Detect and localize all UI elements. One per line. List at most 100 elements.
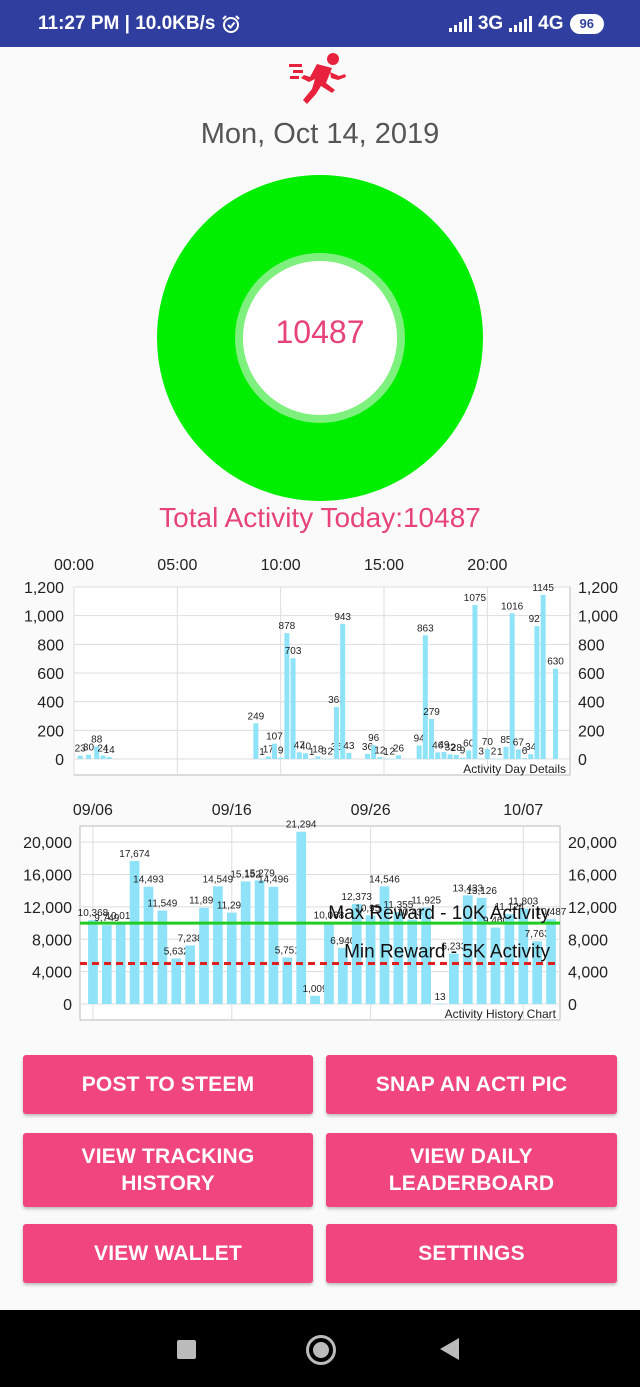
history-chart-bar-label: 6,940 [330, 936, 355, 947]
day-chart-bar [389, 758, 395, 760]
history-chart-bar [365, 915, 376, 1004]
history-chart-bar-label: 10,068 [314, 911, 345, 922]
history-chart-bar-label: 11,124 [494, 902, 524, 913]
history-chart-bar [490, 927, 501, 1004]
home-icon[interactable] [306, 1335, 336, 1365]
post-to-steem-button[interactable]: POST TO STEEM [23, 1055, 313, 1114]
day-chart-bar [422, 635, 428, 759]
day-chart-bar [497, 758, 503, 760]
post-to-steem-label: POST TO STEEM [81, 1073, 255, 1096]
day-chart-bar-label: 24 [97, 744, 109, 755]
day-chart-bar-label: 46 [432, 740, 444, 751]
day-chart-bar [435, 752, 441, 759]
history-chart-bar [351, 903, 362, 1004]
day-chart-bar [265, 756, 271, 759]
day-chart-bar [491, 758, 497, 760]
day-chart-bar [472, 604, 478, 759]
day-chart-bar-label: 3 [321, 747, 327, 758]
status-bar: 11:27 PM | 10.0KB/s 3G 4G 96 [0, 0, 640, 47]
snap-acti-pic-button[interactable]: SNAP AN ACTI PIC [326, 1055, 617, 1114]
day-chart-bar-label: 1 [259, 747, 265, 758]
history-chart-bar-label: 1,009 [303, 984, 328, 995]
view-daily-leaderboard-label-1: VIEW DAILY [410, 1145, 533, 1168]
history-chart-bar-label: 11,355 [383, 900, 413, 911]
day-chart-y-tick-left: 1,200 [24, 580, 64, 597]
history-chart-y-tick-left: 4,000 [32, 965, 72, 982]
activity-ring: 10487 [157, 175, 483, 501]
day-chart-bar-label: 67 [513, 737, 525, 748]
day-chart-bar-label: 47 [294, 740, 306, 751]
history-chart-bar-label: 14,493 [133, 875, 164, 886]
recents-icon[interactable] [177, 1340, 196, 1359]
day-chart-bar [447, 754, 453, 759]
history-chart-bar-label: 9,460 [483, 915, 508, 926]
day-chart-bar-label: 14 [104, 745, 116, 756]
status-right: 3G 4G 96 [448, 13, 604, 35]
navigation-bar [0, 1310, 640, 1387]
day-chart-bar [253, 723, 259, 759]
history-chart-bar [240, 881, 251, 1004]
history-chart-x-label: 10/07 [503, 802, 543, 819]
history-chart-bar [185, 945, 195, 1004]
history-chart-bar [449, 953, 459, 1004]
day-chart-y-tick-right: 600 [578, 666, 605, 683]
history-chart-bar-label: 10,487 [536, 907, 567, 918]
day-chart-bar-label: 2 [327, 747, 333, 758]
history-chart-bar [282, 957, 293, 1004]
history-chart-bar [504, 913, 515, 1004]
day-chart-bar-label: 363 [328, 695, 345, 706]
history-chart-y-tick-right: 12,000 [568, 900, 617, 917]
day-chart-bar [259, 758, 265, 760]
day-chart-bar-label: 630 [547, 657, 564, 668]
day-chart-bar [100, 755, 106, 759]
day-chart-bar-label: 9 [460, 746, 466, 757]
settings-button[interactable]: SETTINGS [326, 1224, 617, 1283]
day-chart-y-tick-right: 800 [578, 637, 605, 654]
alarm-icon [222, 14, 241, 33]
back-icon[interactable] [440, 1338, 459, 1360]
day-chart-bar [85, 754, 91, 759]
day-chart-bar-label: 94 [414, 734, 426, 745]
day-chart-bar-label: 23 [75, 744, 87, 755]
day-chart-bar [346, 752, 352, 759]
day-chart-bar [553, 668, 559, 759]
min-reward-label: Min Reward - 5K Activity [344, 942, 550, 963]
day-chart-bar [77, 755, 83, 759]
history-chart-bar-label: 7,763 [525, 929, 550, 940]
history-chart-bar-label: 14,549 [203, 874, 234, 885]
runner-logo-icon [289, 53, 346, 104]
day-chart-bar-label: 943 [334, 612, 351, 623]
history-chart-bar-label: 17,674 [119, 849, 150, 860]
day-chart-bar-label: 34 [525, 742, 537, 753]
history-chart-y-tick-right: 8,000 [568, 932, 608, 949]
day-chart-bar [284, 633, 290, 759]
history-chart-bar-label: 13,126 [466, 886, 497, 897]
day-chart-bar-label: 1 [497, 747, 503, 758]
day-chart-bar-label: 1 [383, 747, 389, 758]
day-chart-bar-label: 1016 [501, 601, 524, 612]
history-chart-bar-label: 13 [434, 992, 446, 1003]
day-chart-y-tick-left: 600 [37, 666, 64, 683]
history-chart-bar [476, 897, 487, 1004]
day-chart-y-tick-left: 800 [37, 637, 64, 654]
history-chart-bar [129, 861, 140, 1004]
day-chart-bar [429, 719, 435, 759]
activity-history-chart[interactable]: 20,000 20,000 16,000 16,000 12,000 12,000 8,00… [0, 790, 640, 1030]
snap-acti-pic-label: SNAP AN ACTI PIC [375, 1073, 568, 1096]
day-chart-y-tick-right: 200 [578, 723, 605, 740]
view-tracking-history-button[interactable]: VIEW TRACKING HISTORY [23, 1133, 313, 1207]
current-date: Mon, Oct 14, 2019 [200, 118, 440, 150]
history-chart-bar-label: 15,152 [230, 869, 261, 880]
view-daily-leaderboard-button[interactable]: VIEW DAILY LEADERBOARD [326, 1133, 617, 1207]
history-chart-bar-label: 12,373 [341, 892, 372, 903]
history-chart-bar [199, 907, 209, 1004]
day-chart-bar [383, 758, 389, 760]
day-chart-bar [290, 658, 296, 759]
history-chart-bar [462, 895, 473, 1004]
history-chart-bar-label: 5,751 [275, 945, 300, 956]
view-wallet-button[interactable]: VIEW WALLET [23, 1224, 313, 1283]
history-chart-bar-label: 11,803 [508, 897, 538, 908]
activity-ring-graphic [157, 175, 483, 501]
day-chart-y-tick-right: 400 [578, 695, 605, 712]
